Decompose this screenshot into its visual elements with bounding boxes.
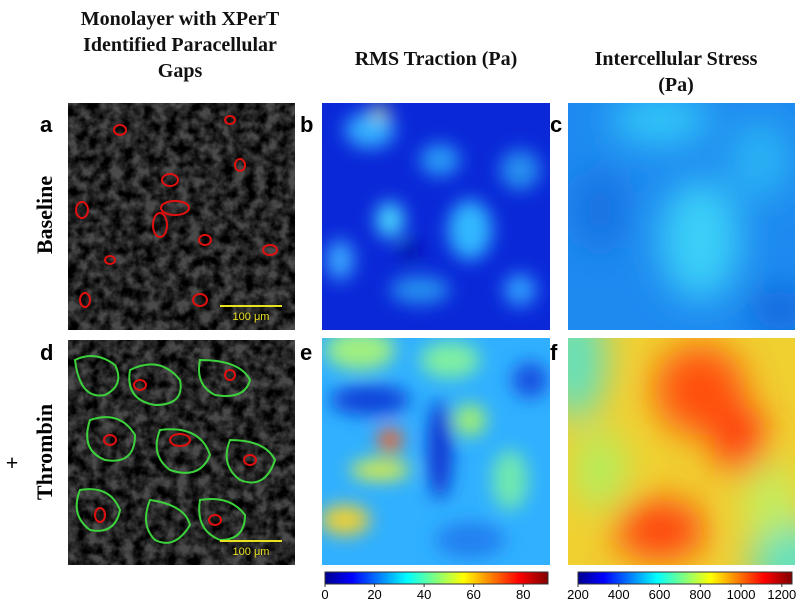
colorbar [577, 571, 793, 585]
tick-label: 20 [367, 587, 381, 602]
tick-label: 600 [649, 587, 671, 602]
heatmap [322, 338, 550, 565]
colorbar [324, 571, 549, 585]
panel-letter: e [300, 340, 312, 365]
column-title: Intercellular Stress (Pa) [594, 48, 758, 96]
heatmap [322, 103, 550, 330]
tick-label: 40 [417, 587, 431, 602]
heatmap [568, 103, 795, 330]
tick-label: 200 [567, 587, 589, 602]
tick-label: 1200 [767, 587, 796, 602]
tick-label: 1000 [727, 587, 756, 602]
micrograph [68, 340, 295, 565]
row-prefix: + [6, 450, 19, 475]
scale-bar-label: 100 μm [233, 311, 270, 323]
tick-label: 400 [608, 587, 630, 602]
scale-bar-label: 100 μm [233, 546, 270, 558]
row-label: Baseline [32, 176, 57, 254]
tick-label: 80 [516, 587, 530, 602]
column-title: Monolayer with XPerT Identified Paracell… [80, 8, 280, 82]
panel-letter: b [300, 112, 313, 137]
tick-label: 800 [689, 587, 711, 602]
panel-letter: f [550, 340, 558, 365]
tick-label: 0 [321, 587, 328, 602]
panel-letter: a [40, 112, 53, 137]
panel-letter: d [40, 340, 53, 365]
heatmap [568, 338, 795, 565]
row-label: Thrombin [32, 404, 57, 500]
column-title: RMS Traction (Pa) [354, 48, 518, 70]
micrograph [68, 103, 295, 330]
tick-label: 60 [466, 587, 480, 602]
panel-letter: c [550, 112, 562, 137]
